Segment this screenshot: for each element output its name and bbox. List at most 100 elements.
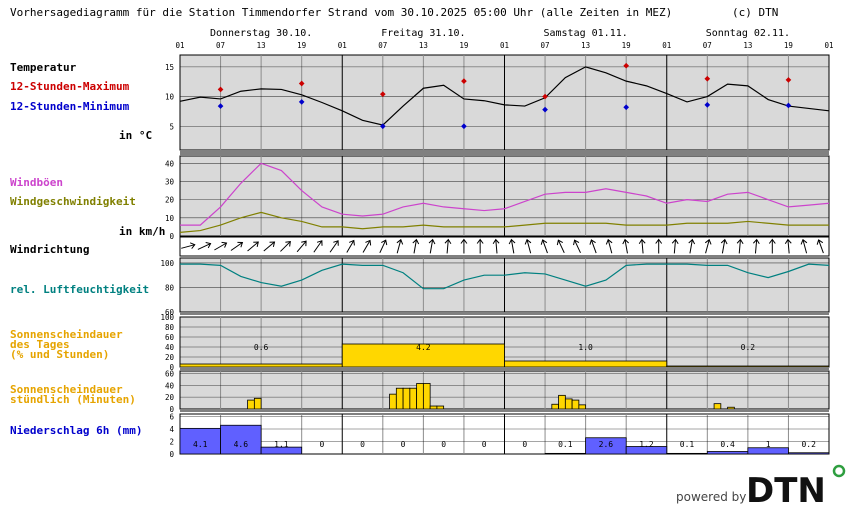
wind-arrow-head [720, 238, 728, 245]
temperature-line [179, 66, 830, 126]
wind-direction-arrow [444, 238, 452, 254]
sun-hourly-bar [389, 393, 397, 410]
sun-daily-bar [504, 360, 668, 368]
wind-arrow-shaft [738, 239, 741, 254]
y-tick-temp: 10 [165, 93, 175, 102]
sun-daily-label: 4.2 [416, 343, 431, 352]
wind-arrow-shaft [754, 239, 758, 254]
wind-arrow-head [285, 240, 291, 247]
y-tick-sun-hourly: 0 [169, 405, 174, 414]
day-label: Samstag 01.11. [543, 28, 627, 39]
precip-bar [220, 424, 262, 455]
sun-daily-label: 1.0 [578, 343, 593, 352]
wind-arrow-head [622, 238, 630, 245]
sun-hourly-bar [253, 397, 262, 410]
label-tmax: 12-Stunden-Maximum [10, 80, 130, 93]
wind-direction-arrow [589, 239, 597, 254]
sun-hourly-bar [564, 398, 573, 410]
wind-arrow-head [253, 241, 259, 247]
precip-label: 0.2 [801, 440, 816, 449]
sun-hourly-bar [429, 405, 438, 410]
hour-label: 01 [824, 41, 833, 50]
wind-arrow-shaft [329, 240, 339, 253]
sun-hourly-bar [727, 406, 735, 410]
sun-daily-bar [666, 365, 830, 368]
precip-bar [544, 452, 587, 455]
wind-arrow-shaft [495, 239, 498, 254]
precip-bar [625, 446, 668, 455]
y-tick-precip: 0 [169, 450, 174, 459]
wind-arrow-shaft [818, 239, 824, 254]
hour-label: 07 [378, 41, 387, 50]
hour-label: 07 [703, 41, 712, 50]
day-label: Sonntag 02.11. [706, 28, 790, 39]
wind-arrow-shaft [705, 239, 710, 254]
y-tick-temp: 15 [165, 63, 174, 72]
tmax-point [379, 91, 386, 98]
tmin-point [542, 106, 548, 113]
sun-hourly-bar [571, 399, 580, 410]
wind-arrow-head [768, 238, 776, 244]
wind-direction-arrow [181, 242, 196, 249]
precip-label: 1.2 [639, 440, 654, 449]
wind-arrow-shaft [362, 240, 371, 253]
tmax-point [623, 62, 630, 69]
wind-arrow-head [508, 238, 516, 245]
wind-arrow-shaft [510, 239, 515, 254]
wind-arrow-head [301, 240, 307, 247]
sun-hourly-bar [416, 383, 424, 410]
wind-direction-arrow [313, 240, 323, 253]
hour-label: 01 [338, 41, 347, 50]
wind-arrow-shaft [673, 239, 677, 254]
precip-bar [585, 437, 627, 455]
y-tick-wind: 30 [165, 177, 175, 186]
label-tmin: 12-Stunden-Minimum [10, 100, 130, 113]
precip-label: 0 [482, 440, 487, 449]
wind-arrow-shaft [230, 242, 243, 251]
sun-hourly-bar [436, 405, 445, 410]
tmax-point [542, 93, 548, 100]
wind-arrow-shaft [607, 239, 613, 254]
wind-arrow-head [589, 239, 596, 245]
label-wind-unit: in km/h [119, 225, 165, 238]
wind-arrow-head [460, 238, 468, 244]
y-tick-precip: 6 [169, 413, 174, 422]
wind-arrow-head [573, 239, 580, 246]
wind-arrow-head [556, 239, 563, 246]
sun-hourly-bar [402, 387, 411, 410]
wind-direction-arrow [296, 240, 307, 253]
wind-speed-line [179, 211, 829, 233]
y-tick-sun-hourly: 60 [165, 369, 175, 378]
label-wind: Windgeschwindigkeit [10, 195, 136, 208]
y-tick-wind: 40 [165, 159, 175, 168]
wind-direction-arrow [230, 241, 244, 251]
wind-arrow-head [752, 238, 760, 245]
wind-direction-arrow [362, 239, 372, 253]
wind-arrow-shaft [787, 239, 790, 254]
y-tick-sun-daily: 0 [169, 363, 174, 372]
sun-daily-bar [341, 343, 505, 368]
powered-by-text: powered by [676, 490, 746, 504]
precip-label: 0 [401, 440, 406, 449]
precip-bar [260, 446, 303, 455]
wind-arrow-head [816, 239, 824, 245]
precip-bar [747, 447, 789, 455]
wind-arrow-shaft [413, 239, 417, 254]
sun-hourly-bar [578, 404, 587, 410]
y-tick-humidity: 60 [165, 308, 175, 317]
wind-arrow-head [492, 238, 500, 245]
wind-arrow-head [396, 238, 404, 245]
tmin-point [704, 102, 711, 108]
wind-direction-arrow [736, 238, 744, 254]
wind-arrow-head [237, 241, 244, 248]
tmin-point [461, 123, 467, 130]
gusts-line [180, 162, 830, 226]
day-labels: Donnerstag 30.10. Freitag 31.10. Samstag 0… [210, 28, 790, 39]
diagram-title: Vorhersagediagramm für die Station Timme… [10, 6, 672, 19]
label-temperature: Temperatur [10, 61, 77, 74]
wind-arrow-head [333, 240, 339, 246]
precip-label: 1 [766, 440, 771, 449]
wind-direction-arrow [263, 241, 276, 252]
wind-direction-arrow [329, 240, 339, 253]
wind-arrow-shaft [197, 243, 211, 250]
